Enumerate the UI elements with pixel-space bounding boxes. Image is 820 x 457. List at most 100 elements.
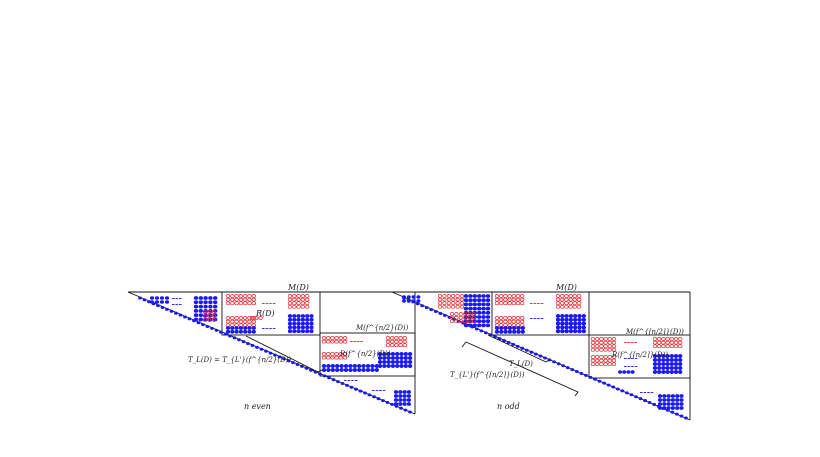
blue-dash bbox=[269, 328, 272, 329]
blue-dot bbox=[411, 295, 416, 299]
blue-dot bbox=[395, 364, 400, 368]
red-dash bbox=[269, 303, 272, 304]
right-brace-2 bbox=[461, 341, 579, 397]
red-dot bbox=[330, 352, 335, 356]
red-dot bbox=[678, 337, 683, 341]
diagonal-dot bbox=[340, 381, 345, 386]
blue-dot bbox=[670, 406, 676, 410]
diagonal-dot bbox=[403, 408, 408, 412]
red-dot bbox=[467, 319, 472, 324]
blue-dot bbox=[477, 315, 482, 319]
red-dot bbox=[463, 319, 468, 324]
diagonal-dot bbox=[570, 368, 575, 372]
blue-dot bbox=[581, 314, 586, 318]
red-dot bbox=[300, 297, 306, 302]
red-dot bbox=[467, 315, 472, 320]
red-dot bbox=[249, 316, 255, 320]
red-dot bbox=[669, 344, 674, 349]
red-dot bbox=[292, 294, 297, 298]
diagonal-dot bbox=[174, 311, 178, 315]
blue-dot bbox=[386, 364, 391, 368]
red-dot bbox=[603, 358, 608, 363]
blue-dot bbox=[657, 366, 662, 370]
blue-dot bbox=[468, 298, 473, 303]
red-dot bbox=[595, 344, 600, 349]
red-dot bbox=[603, 362, 608, 367]
red-dot bbox=[243, 319, 248, 324]
red-dot bbox=[296, 304, 301, 309]
blue-dot bbox=[675, 406, 680, 410]
blue-dot bbox=[503, 329, 508, 334]
blue-dot bbox=[669, 366, 674, 370]
blue-dot bbox=[657, 406, 663, 410]
red-dot bbox=[338, 352, 343, 356]
blue-dot bbox=[481, 302, 486, 307]
blue-dot bbox=[193, 300, 199, 305]
red-dot bbox=[665, 344, 670, 349]
diagonal-dot bbox=[367, 393, 372, 397]
red-dot bbox=[296, 301, 301, 306]
blue-dot bbox=[390, 364, 396, 368]
diagonal-dot bbox=[232, 336, 237, 340]
red-dash bbox=[530, 303, 533, 304]
blue-dot bbox=[626, 370, 631, 374]
blue-dash bbox=[375, 390, 379, 391]
blue-dot bbox=[149, 296, 155, 300]
blue-dot bbox=[560, 329, 565, 334]
red-dot bbox=[652, 344, 658, 349]
blue-dot bbox=[673, 354, 679, 358]
blue-dot bbox=[287, 329, 293, 334]
red-dot bbox=[402, 336, 407, 340]
diagonal-dot bbox=[385, 400, 390, 405]
blue-dot bbox=[292, 314, 297, 318]
blue-dot bbox=[343, 368, 349, 372]
blue-dot bbox=[406, 299, 411, 303]
red-dot bbox=[455, 297, 460, 302]
red-dot bbox=[385, 343, 391, 348]
diagonal-dot bbox=[588, 375, 593, 379]
blue-dot bbox=[573, 321, 578, 326]
blue-dot bbox=[225, 329, 231, 334]
blue-dot bbox=[652, 366, 658, 370]
diagonal-dot bbox=[376, 397, 381, 401]
red-dot bbox=[296, 294, 301, 298]
diagonal-dot bbox=[138, 296, 142, 300]
diagonal-dot bbox=[327, 376, 331, 380]
red-dot bbox=[238, 301, 244, 306]
blue-dot bbox=[661, 362, 666, 366]
blue-dot bbox=[568, 329, 574, 334]
red-dot bbox=[234, 297, 239, 302]
blue-dot bbox=[679, 406, 684, 410]
blue-dot bbox=[661, 366, 666, 370]
blue-dot bbox=[652, 354, 658, 358]
blue-dash bbox=[631, 366, 634, 367]
blue-dot bbox=[377, 356, 383, 360]
blue-dot bbox=[386, 360, 391, 364]
blue-dot bbox=[678, 358, 683, 362]
blue-dot bbox=[407, 364, 413, 368]
red-dot bbox=[603, 340, 608, 345]
blue-dot bbox=[679, 402, 684, 406]
diagonal-dot bbox=[638, 397, 643, 401]
blue-dot bbox=[678, 370, 683, 374]
blue-dot bbox=[568, 325, 574, 330]
diagonal-dot bbox=[543, 356, 547, 360]
blue-dot bbox=[370, 368, 375, 372]
red-dot bbox=[398, 339, 403, 344]
blue-dash bbox=[179, 298, 182, 299]
red-dash bbox=[360, 341, 363, 342]
red-dot bbox=[555, 294, 561, 298]
blue-dot bbox=[348, 368, 353, 372]
red-dot bbox=[211, 310, 217, 314]
red-dash bbox=[272, 303, 276, 304]
red-dot bbox=[511, 297, 516, 302]
blue-dot bbox=[573, 317, 578, 322]
red-dot bbox=[560, 297, 565, 302]
diagonal-dot bbox=[160, 305, 165, 310]
red-dot bbox=[678, 340, 683, 345]
red-dot bbox=[665, 337, 670, 341]
blue-dot bbox=[477, 298, 482, 303]
blue-dot bbox=[393, 402, 399, 406]
red-dot bbox=[568, 297, 573, 302]
